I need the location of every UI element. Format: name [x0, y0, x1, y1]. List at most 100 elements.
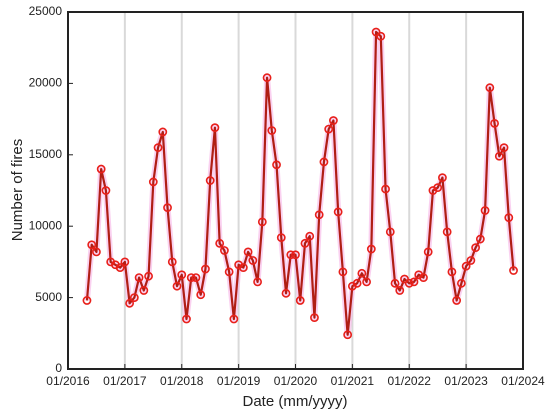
marker [82, 296, 92, 305]
marker [300, 238, 310, 248]
marker [92, 247, 101, 257]
marker [253, 277, 262, 287]
marker [338, 267, 348, 277]
marker [461, 261, 471, 271]
marker [248, 256, 258, 265]
marker [101, 186, 111, 195]
marker [310, 313, 319, 322]
marker [191, 273, 201, 283]
marker [381, 184, 390, 194]
marker [125, 298, 135, 308]
marker [333, 207, 343, 217]
marker [215, 238, 225, 248]
marker [139, 286, 149, 295]
marker [238, 263, 248, 273]
y-tick-label: 0 [55, 361, 62, 375]
marker [243, 247, 253, 257]
marker [433, 183, 443, 193]
x-tick-label: 01/2023 [444, 374, 488, 388]
x-tick-label: 01/2018 [160, 374, 204, 388]
marker [167, 257, 177, 267]
y-axis-label: Number of fires [9, 139, 26, 242]
marker [182, 314, 191, 324]
x-tick-label: 01/2024 [501, 374, 545, 388]
marker [262, 73, 272, 83]
marker [362, 277, 371, 287]
marker [509, 266, 518, 275]
marker [343, 330, 353, 340]
marker [291, 250, 300, 260]
y-tick-label: 25000 [29, 4, 63, 18]
series-line [85, 30, 515, 336]
marker [177, 270, 187, 280]
marker [134, 273, 144, 283]
y-tick-label: 15000 [29, 147, 63, 161]
marker [257, 217, 267, 227]
y-tick-label: 20000 [29, 76, 63, 90]
marker [390, 278, 400, 288]
x-tick-label: 01/2020 [274, 374, 318, 388]
marker [205, 176, 215, 185]
marker [220, 246, 229, 255]
marker [329, 116, 338, 125]
marker [504, 213, 514, 223]
marker [452, 296, 462, 305]
marker [120, 257, 130, 267]
marker [471, 243, 481, 253]
marker [494, 151, 504, 161]
marker [148, 177, 158, 187]
marker [385, 227, 395, 237]
marker [276, 233, 286, 243]
y-tick-label: 10000 [29, 218, 63, 232]
marker [87, 240, 97, 250]
marker [305, 231, 315, 241]
marker [186, 273, 196, 283]
marker [224, 267, 234, 277]
marker [115, 263, 125, 273]
marker [267, 126, 277, 135]
x-tick-label: 01/2017 [103, 374, 147, 388]
plot-frame [67, 11, 524, 370]
marker [229, 314, 239, 324]
x-tick-label: 01/2022 [388, 374, 432, 388]
marker [447, 267, 457, 277]
marker [295, 296, 305, 305]
x-tick-label: 01/2021 [331, 374, 375, 388]
marker [480, 206, 490, 215]
marker [419, 273, 428, 283]
marker [485, 83, 495, 93]
y-tick-label: 5000 [35, 290, 62, 304]
marker [153, 143, 163, 153]
marker [409, 277, 419, 287]
marker [314, 210, 324, 220]
marker [324, 124, 334, 134]
marker [442, 227, 452, 237]
marker [96, 164, 106, 174]
marker [158, 127, 168, 137]
marker [400, 274, 409, 284]
marker [163, 203, 172, 213]
marker [172, 281, 182, 291]
marker [319, 157, 329, 167]
marker [144, 271, 153, 281]
marker [371, 27, 381, 37]
marker [423, 247, 433, 257]
marker [286, 250, 296, 260]
marker [490, 118, 499, 128]
marker [466, 256, 476, 265]
marker [352, 278, 362, 288]
marker [456, 278, 466, 288]
marker [272, 160, 281, 170]
x-tick-label: 01/2019 [217, 374, 261, 388]
marker [210, 123, 220, 133]
marker [196, 290, 206, 300]
x-tick-label: 01/2016 [46, 374, 90, 388]
marker [281, 288, 291, 298]
marker [475, 234, 485, 244]
marker [129, 293, 139, 302]
marker [395, 286, 405, 295]
x-axis-label: Date (mm/yyyy) [243, 393, 348, 410]
marker [201, 264, 210, 274]
marker [366, 244, 376, 254]
